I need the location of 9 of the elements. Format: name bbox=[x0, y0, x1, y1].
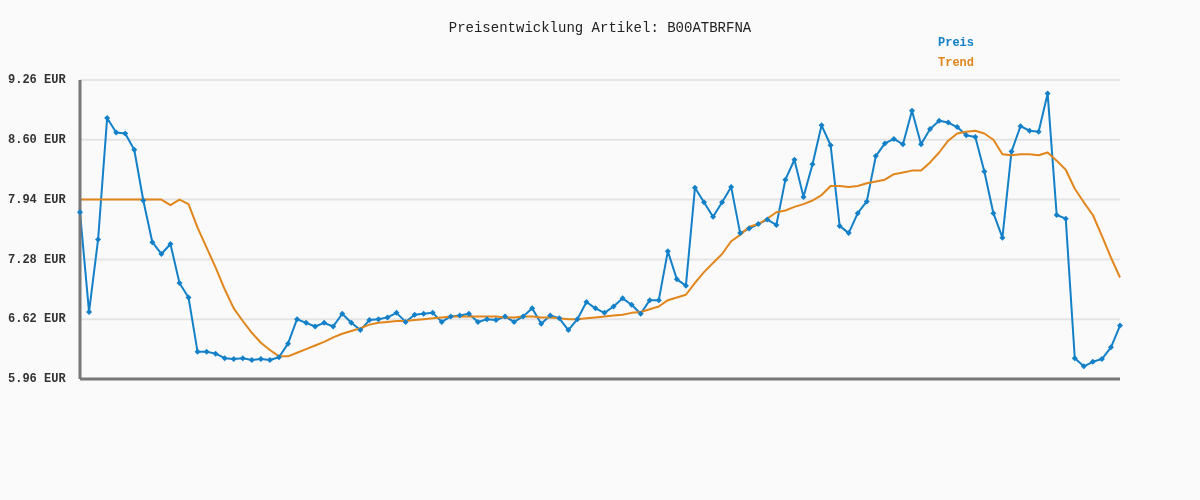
text: Preis bbox=[938, 36, 975, 52]
y-tick-label: 7.28 EUR bbox=[8, 252, 67, 267]
y-tick-label: 9.26 EUR bbox=[8, 73, 67, 88]
y-tick-label: 8.60 EUR bbox=[8, 132, 67, 147]
y-tick-label: 7.94 EUR bbox=[8, 192, 67, 207]
chart-title: Preisentwicklung Artikel: B00ATBRFNA bbox=[447, 20, 753, 36]
y-tick-label: 5.96 EUR bbox=[8, 372, 67, 387]
y-tick-label: 6.62 EUR bbox=[8, 312, 67, 327]
text: Trend bbox=[938, 56, 975, 72]
